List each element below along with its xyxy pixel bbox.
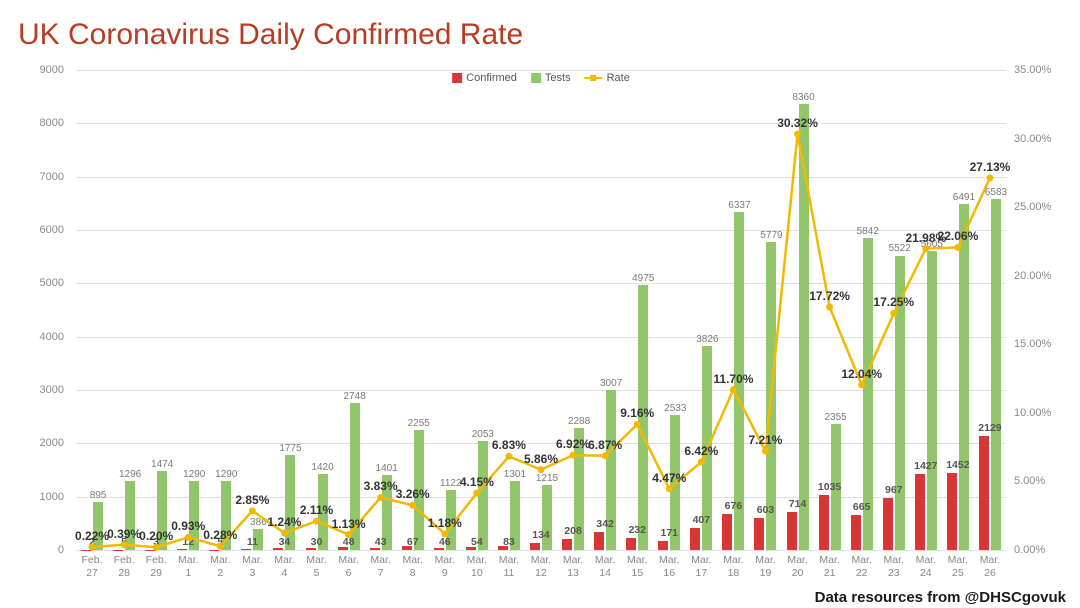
y-right-tick-label: 0.00%	[1014, 544, 1045, 556]
y-right-tick-label: 35.00%	[1014, 64, 1051, 76]
x-tick-label: Mar.14	[589, 554, 621, 579]
x-tick-label: Mar.7	[365, 554, 397, 579]
data-label-rate: 0.28%	[203, 528, 237, 542]
x-tick-label: Mar.8	[397, 554, 429, 579]
y-left-tick-label: 1000	[40, 491, 64, 503]
y-right-tick-label: 10.00%	[1014, 407, 1051, 419]
data-label-rate: 17.72%	[809, 289, 850, 303]
chart-container: UK Coronavirus Daily Confirmed Rate Conf…	[0, 0, 1080, 608]
data-label-rate: 12.04%	[841, 367, 882, 381]
rate-line	[76, 70, 1006, 550]
x-tick-label: Mar.6	[333, 554, 365, 579]
x-tick-label: Mar.18	[717, 554, 749, 579]
x-tick-label: Mar.15	[621, 554, 653, 579]
y-left-tick-label: 5000	[40, 277, 64, 289]
x-tick-label: Mar.21	[814, 554, 846, 579]
data-label-rate: 2.85%	[235, 493, 269, 507]
data-label-rate: 7.21%	[748, 433, 782, 447]
x-tick-label: Mar.24	[910, 554, 942, 579]
y-left-tick-label: 6000	[40, 224, 64, 236]
data-label-rate: 1.13%	[332, 517, 366, 531]
x-tick-label: Mar.20	[782, 554, 814, 579]
gridline	[76, 550, 1006, 551]
x-tick-label: Mar.1	[172, 554, 204, 579]
x-tick-label: Mar.19	[749, 554, 781, 579]
x-tick-label: Mar.5	[301, 554, 333, 579]
x-tick-label: Mar.25	[942, 554, 974, 579]
data-label-rate: 6.87%	[588, 438, 622, 452]
y-right-tick-label: 20.00%	[1014, 270, 1051, 282]
x-tick-label: Feb.28	[108, 554, 140, 579]
y-left-tick-label: 2000	[40, 437, 64, 449]
data-label-rate: 6.92%	[556, 437, 590, 451]
data-label-rate: 6.42%	[684, 444, 718, 458]
data-label-rate: 1.18%	[428, 516, 462, 530]
y-left-tick-label: 7000	[40, 171, 64, 183]
data-label-rate: 22.06%	[938, 229, 979, 243]
x-tick-label: Mar.17	[685, 554, 717, 579]
y-left-tick-label: 9000	[40, 64, 64, 76]
x-tick-label: Mar.16	[653, 554, 685, 579]
y-left-tick-label: 0	[58, 544, 64, 556]
y-left-tick-label: 8000	[40, 117, 64, 129]
x-tick-label: Mar.4	[268, 554, 300, 579]
data-label-rate: 30.32%	[777, 116, 818, 130]
data-label-rate: 0.22%	[75, 529, 109, 543]
x-tick-label: Mar.9	[429, 554, 461, 579]
x-tick-label: Mar.11	[493, 554, 525, 579]
y-right-tick-label: 25.00%	[1014, 201, 1051, 213]
x-tick-label: Mar.10	[461, 554, 493, 579]
x-tick-label: Mar.12	[525, 554, 557, 579]
data-label-rate: 3.26%	[396, 487, 430, 501]
x-tick-label: Mar.13	[557, 554, 589, 579]
plot-area: Confirmed Tests Rate 0100020003000400050…	[76, 70, 1006, 550]
x-tick-label: Mar.2	[204, 554, 236, 579]
chart-footer: Data resources from @DHSCgovuk	[815, 589, 1066, 606]
data-label-rate: 2.11%	[300, 503, 333, 517]
y-left-tick-label: 4000	[40, 331, 64, 343]
y-right-tick-label: 15.00%	[1014, 338, 1051, 350]
data-label-rate: 6.83%	[492, 438, 526, 452]
y-left-tick-label: 3000	[40, 384, 64, 396]
data-label-rate: 0.39%	[107, 527, 141, 541]
x-tick-label: Feb.29	[140, 554, 172, 579]
data-label-rate: 3.83%	[364, 479, 398, 493]
data-label-rate: 1.24%	[267, 515, 301, 529]
data-label-rate: 4.47%	[652, 471, 686, 485]
data-label-rate: 27.13%	[970, 160, 1011, 174]
data-label-rate: 9.16%	[620, 406, 654, 420]
data-label-rate: 5.86%	[524, 452, 558, 466]
x-tick-label: Mar.3	[236, 554, 268, 579]
data-label-rate: 11.70%	[713, 372, 753, 386]
data-label-rate: 4.15%	[460, 475, 494, 489]
x-tick-label: Mar.22	[846, 554, 878, 579]
x-tick-label: Mar.23	[878, 554, 910, 579]
data-label-rate: 17.25%	[873, 295, 914, 309]
data-label-rate: 0.20%	[139, 529, 173, 543]
y-right-tick-label: 30.00%	[1014, 133, 1051, 145]
chart-title: UK Coronavirus Daily Confirmed Rate	[18, 18, 523, 52]
y-right-tick-label: 5.00%	[1014, 475, 1045, 487]
data-label-rate: 0.93%	[171, 519, 205, 533]
x-tick-label: Mar.26	[974, 554, 1006, 579]
x-tick-label: Feb.27	[76, 554, 108, 579]
